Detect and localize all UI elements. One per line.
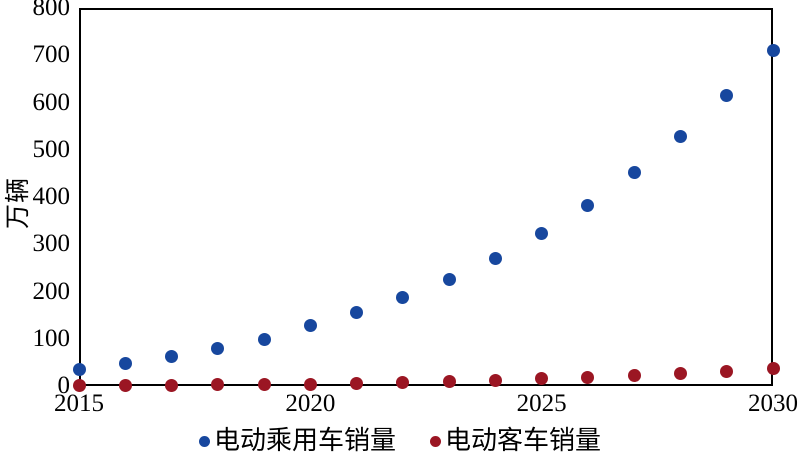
x-tick-label: 2030	[748, 390, 798, 417]
y-tick-label: 300	[32, 230, 71, 258]
legend-marker-icon	[198, 435, 210, 447]
data-point	[673, 130, 687, 144]
x-tick-label: 2025	[516, 390, 567, 417]
y-tick-label: 100	[32, 324, 71, 352]
data-point	[396, 291, 410, 305]
data-point	[673, 366, 687, 380]
data-point	[442, 273, 456, 287]
x-tick-label: 2015	[54, 390, 104, 417]
data-point	[766, 44, 780, 58]
data-point	[118, 378, 132, 392]
data-point	[165, 350, 179, 364]
data-point	[627, 166, 641, 180]
data-point	[581, 370, 595, 384]
y-tick-label: 800	[32, 0, 71, 21]
y-tick-label: 700	[32, 41, 71, 69]
data-point	[118, 356, 132, 370]
data-point	[303, 377, 317, 391]
data-point	[72, 362, 86, 376]
data-point	[211, 341, 225, 355]
plot-area	[79, 8, 773, 386]
x-tick-label: 2020	[285, 390, 336, 417]
data-point	[257, 378, 271, 392]
data-point	[257, 333, 271, 347]
y-tick-label: 0	[57, 372, 71, 399]
data-point	[350, 376, 364, 390]
data-point	[350, 306, 364, 320]
data-point	[72, 379, 86, 393]
data-point	[396, 375, 410, 389]
legend-item-passenger-ev: 电动乘用车销量	[198, 426, 396, 456]
data-point	[211, 378, 225, 392]
y-tick-label: 400	[32, 183, 71, 210]
data-point	[303, 319, 317, 333]
data-point	[766, 362, 780, 376]
legend: 电动乘用车销量 电动客车销量	[0, 424, 800, 458]
data-point	[720, 364, 734, 378]
data-point	[442, 374, 456, 388]
y-tick-label: 500	[32, 135, 71, 163]
data-point	[627, 369, 641, 383]
data-point	[488, 251, 502, 265]
data-point	[581, 198, 595, 212]
legend-item-electric-bus: 电动客车销量	[430, 426, 601, 456]
data-point	[535, 226, 549, 240]
data-point	[720, 88, 734, 102]
data-point	[165, 378, 179, 392]
data-point	[488, 373, 502, 387]
legend-label: 电动客车销量	[445, 426, 602, 455]
legend-marker-icon	[430, 435, 441, 447]
legend-label: 电动乘用车销量	[213, 426, 396, 455]
y-tick-label: 600	[32, 88, 71, 116]
data-point	[535, 372, 549, 386]
y-tick-label: 200	[32, 277, 71, 305]
